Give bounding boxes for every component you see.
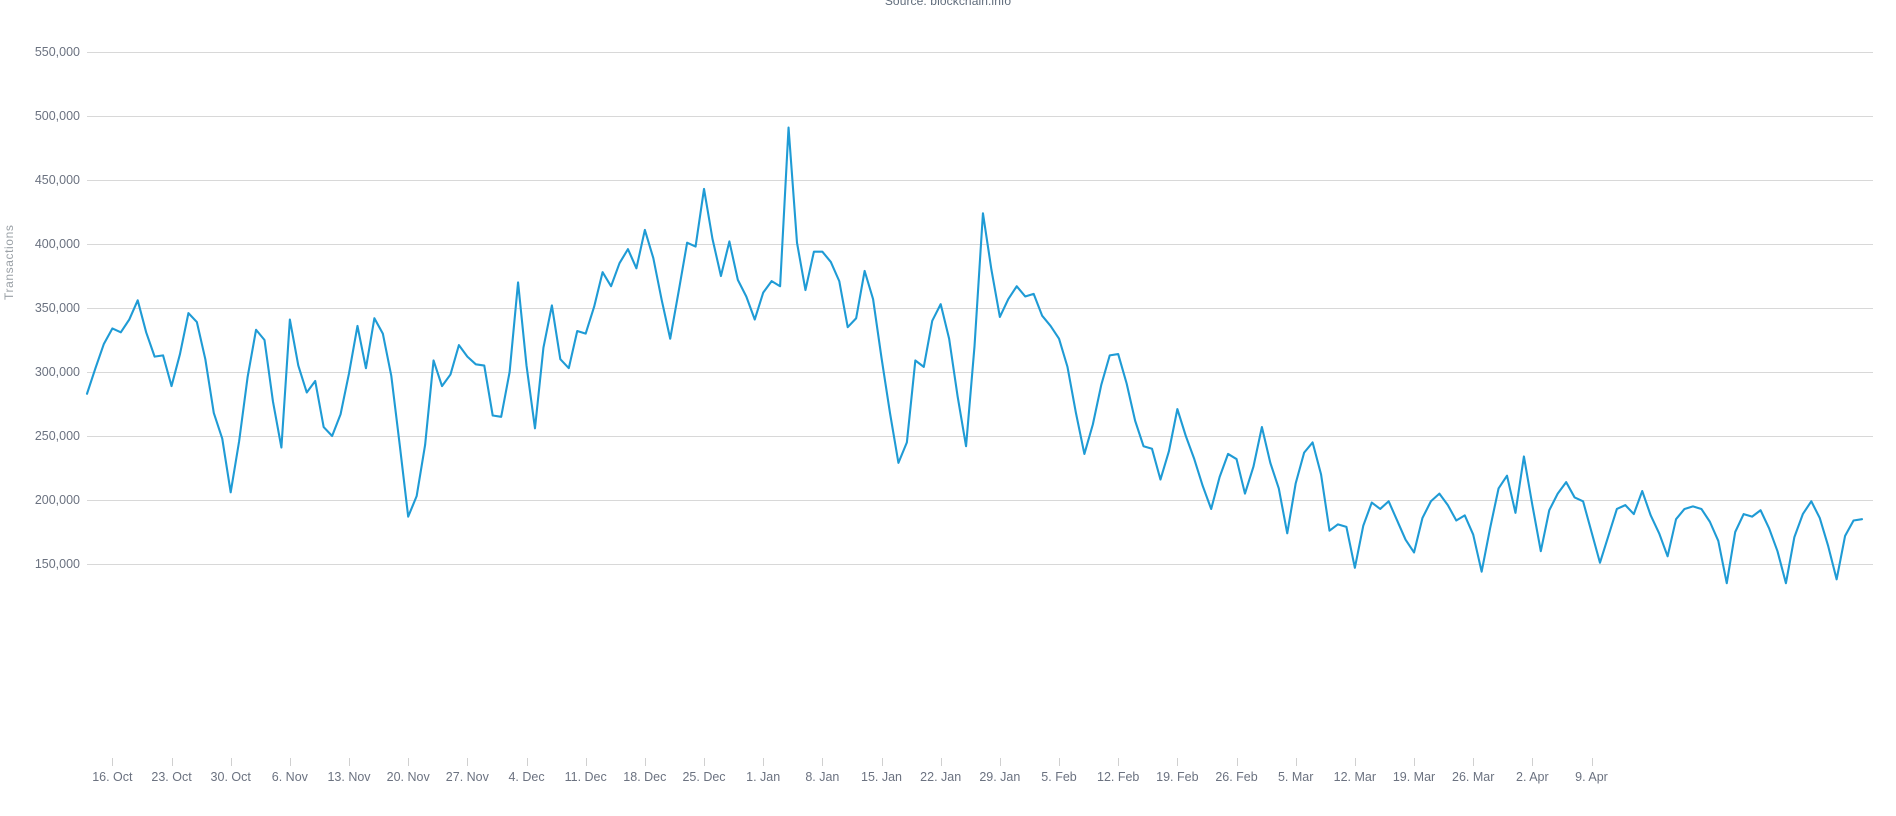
- y-tick-label: 300,000: [34, 365, 80, 379]
- x-tick-mark: [408, 758, 410, 766]
- x-tick-label: 20. Nov: [386, 770, 430, 784]
- x-tick-label: 15. Jan: [861, 770, 903, 784]
- x-tick-label: 8. Jan: [805, 770, 840, 784]
- x-tick-mark: [704, 758, 706, 766]
- x-tick-mark: [171, 758, 173, 766]
- x-tick-mark: [1177, 758, 1179, 766]
- x-tick-mark: [822, 758, 824, 766]
- x-tick-label: 30. Oct: [210, 770, 251, 784]
- x-tick-label: 18. Dec: [623, 770, 667, 784]
- x-tick-label: 23. Oct: [151, 770, 192, 784]
- x-tick-mark: [289, 758, 291, 766]
- x-tick-label: 19. Mar: [1392, 770, 1436, 784]
- x-tick-mark: [881, 758, 883, 766]
- x-tick-mark: [1414, 758, 1416, 766]
- x-tick-label: 12. Mar: [1333, 770, 1377, 784]
- y-tick-label: 350,000: [34, 301, 80, 315]
- x-tick-mark: [526, 758, 528, 766]
- x-tick-label: 2. Apr: [1516, 770, 1549, 784]
- x-tick-mark: [644, 758, 646, 766]
- x-tick-label: 27. Nov: [445, 770, 489, 784]
- chart-source-note: Source: blockchain.info: [884, 0, 1012, 8]
- x-tick-label: 5. Feb: [1041, 770, 1077, 784]
- x-tick-mark: [940, 758, 942, 766]
- y-tick-label: 500,000: [34, 109, 80, 123]
- y-tick-label: 400,000: [34, 237, 80, 251]
- y-tick-label: 200,000: [34, 493, 80, 507]
- x-tick-mark: [467, 758, 469, 766]
- x-tick-label: 29. Jan: [979, 770, 1021, 784]
- x-tick-mark: [1059, 758, 1061, 766]
- x-tick-label: 26. Mar: [1451, 770, 1495, 784]
- y-tick-label: 250,000: [34, 429, 80, 443]
- y-tick-label: 550,000: [34, 45, 80, 59]
- x-tick-mark: [230, 758, 232, 766]
- x-tick-mark: [112, 758, 114, 766]
- x-tick-label: 1. Jan: [746, 770, 781, 784]
- gridlines-group: [87, 52, 1873, 565]
- x-tick-mark: [1473, 758, 1475, 766]
- x-tick-mark: [1591, 758, 1593, 766]
- x-tick-label: 11. Dec: [564, 770, 607, 784]
- x-tick-mark: [763, 758, 765, 766]
- x-tick-mark: [1236, 758, 1238, 766]
- x-tick-mark: [349, 758, 351, 766]
- x-tick-label: 6. Nov: [271, 770, 308, 784]
- x-tick-label: 4. Dec: [508, 770, 545, 784]
- x-tick-label: 9. Apr: [1575, 770, 1608, 784]
- x-tick-mark: [1295, 758, 1297, 766]
- x-tick-mark: [585, 758, 587, 766]
- x-tick-label: 19. Feb: [1156, 770, 1199, 784]
- x-tick-label: 16. Oct: [92, 770, 133, 784]
- x-tick-mark: [1354, 758, 1356, 766]
- x-tick-label: 5. Mar: [1277, 770, 1314, 784]
- x-tick-mark: [1532, 758, 1534, 766]
- x-tick-mark: [1118, 758, 1120, 766]
- x-tick-label: 25. Dec: [682, 770, 726, 784]
- x-tick-label: 22. Jan: [920, 770, 962, 784]
- x-tick-label: 12. Feb: [1096, 770, 1140, 784]
- y-tick-label: 450,000: [34, 173, 80, 187]
- y-tick-label: 150,000: [34, 557, 80, 571]
- x-tick-mark: [999, 758, 1001, 766]
- x-tick-label: 26. Feb: [1215, 770, 1258, 784]
- x-tick-label: 13. Nov: [327, 770, 371, 784]
- transactions-series-line: [85, 126, 1864, 585]
